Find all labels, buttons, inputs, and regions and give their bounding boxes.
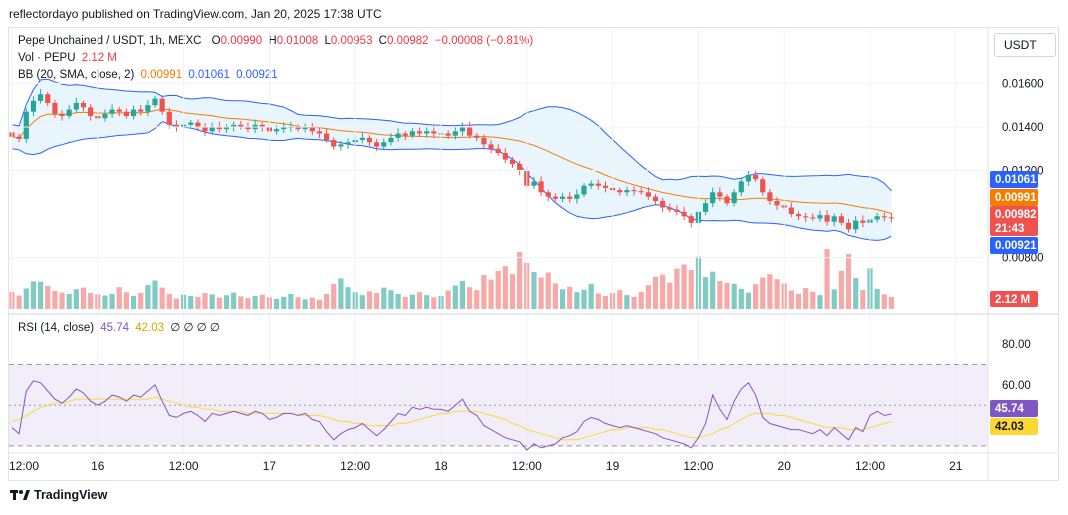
bb-lower-value: 0.00921 bbox=[236, 69, 278, 81]
symbol-title: Pepe Unchained / USDT, 1h, MEXC bbox=[18, 35, 202, 47]
rsi-label: RSI (14, close) bbox=[18, 322, 95, 334]
published-line: reflectordayo published on TradingView.c… bbox=[9, 7, 382, 21]
rsi-legend[interactable]: RSI (14, close) 45.74 42.03 ∅ ∅ ∅ ∅ bbox=[18, 320, 223, 334]
tradingview-logo-icon bbox=[10, 490, 30, 500]
bb-label: BB (20, SMA, close, 2) bbox=[18, 69, 135, 81]
bb-basis-value: 0.00991 bbox=[140, 69, 183, 81]
rsi-value: 45.74 bbox=[100, 322, 130, 334]
ohlc-high-label: H bbox=[268, 35, 277, 47]
brand-name: TradingView bbox=[34, 488, 108, 502]
rsi-ma-value: 42.03 bbox=[135, 322, 165, 334]
symbol-legend[interactable]: Pepe Unchained / USDT, 1h, MEXC O0.00990… bbox=[18, 35, 536, 47]
footer-brand[interactable]: TradingView bbox=[10, 488, 107, 502]
ohlc-open: 0.00990 bbox=[220, 35, 263, 47]
currency-unit-button[interactable]: USDT bbox=[994, 33, 1056, 57]
ohlc-high: 0.01008 bbox=[276, 35, 319, 47]
volume-value: 2.12 M bbox=[81, 52, 117, 64]
ohlc-close-label: C bbox=[378, 35, 387, 47]
chart-frame[interactable] bbox=[8, 27, 1059, 481]
volume-label: Vol · PEPU bbox=[18, 52, 76, 64]
bb-legend[interactable]: BB (20, SMA, close, 2) 0.00991 0.01061 0… bbox=[18, 69, 281, 81]
rsi-extra-values: ∅ ∅ ∅ ∅ bbox=[170, 322, 220, 334]
ohlc-low-label: L bbox=[324, 35, 331, 47]
ohlc-change: −0.00008 (−0.81%) bbox=[434, 35, 534, 47]
ohlc-close: 0.00982 bbox=[386, 35, 429, 47]
bb-upper-value: 0.01061 bbox=[188, 69, 230, 81]
ohlc-open-label: O bbox=[211, 35, 221, 47]
volume-legend[interactable]: Vol · PEPU 2.12 M bbox=[18, 52, 120, 64]
ohlc-low: 0.00953 bbox=[330, 35, 373, 47]
